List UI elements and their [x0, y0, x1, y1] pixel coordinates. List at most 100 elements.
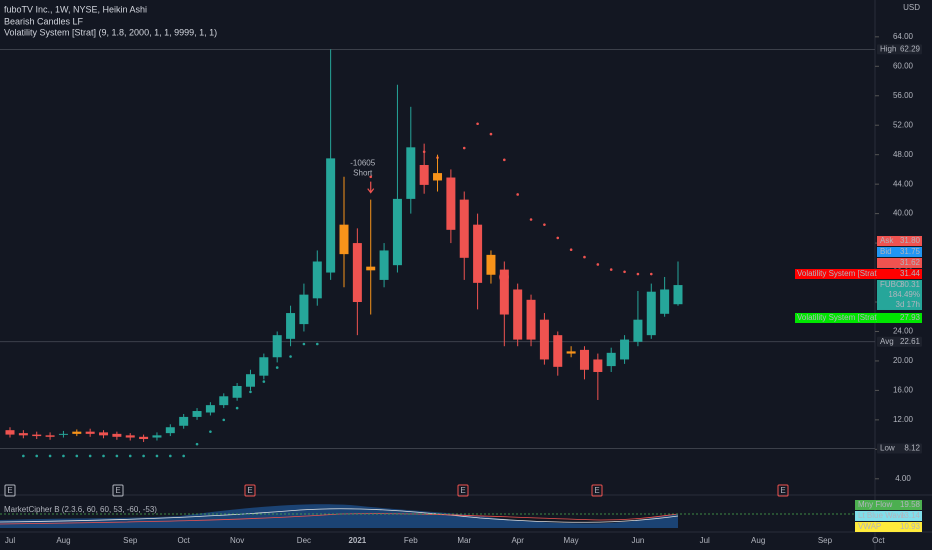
candle-body	[5, 430, 15, 435]
candle-body	[352, 243, 362, 303]
candle-body	[219, 396, 229, 406]
sar-dot	[62, 454, 65, 458]
badge-name: Volatility System [Strat]:SAR Low	[797, 313, 915, 322]
event-marker	[591, 484, 603, 497]
badge-name: Volatility System [Strat]:SAR High	[797, 269, 916, 278]
sar-dot	[516, 193, 519, 196]
x-tick-label: Aug	[751, 536, 765, 545]
osc-badge-name: Lt Blue Wave	[858, 511, 906, 520]
y-tick-label: 4.00	[895, 474, 911, 483]
x-tick-label: Nov	[230, 536, 244, 545]
sar-dot	[476, 122, 479, 126]
candle-body	[406, 147, 416, 199]
candle-body	[379, 250, 389, 280]
candle-body	[579, 349, 589, 370]
osc-badge-value: 10.93	[900, 522, 921, 531]
candle-body	[553, 335, 563, 367]
candle-body	[165, 427, 175, 434]
y-tick-label: 56.00	[893, 91, 914, 100]
sar-dot	[609, 268, 613, 271]
x-tick-label: Oct	[872, 536, 885, 545]
indicator-label: Bearish Candles LF	[4, 16, 84, 26]
oscillator-line	[0, 513, 679, 525]
badge-name-bg	[795, 268, 877, 279]
chart-title: fuboTV Inc., 1W, NYSE, Heikin Ashi	[4, 4, 147, 14]
candle-body	[299, 294, 309, 325]
candle-body	[58, 433, 68, 435]
x-tick-label: Aug	[56, 536, 70, 545]
candle-body	[72, 431, 82, 434]
sar-dot	[289, 355, 292, 358]
sar-dot	[128, 454, 132, 458]
event-marker	[112, 484, 124, 497]
y-tick-label: 52.00	[893, 120, 914, 129]
event-marker	[4, 484, 16, 497]
sar-dot	[195, 442, 199, 446]
x-tick-label: Jul	[5, 536, 15, 545]
candle-body	[99, 432, 109, 436]
price-badge	[877, 268, 922, 279]
price-badge	[877, 279, 922, 310]
x-tick-label: Apr	[511, 536, 524, 545]
price-badge	[877, 257, 922, 268]
x-tick-label: Mar	[457, 536, 471, 545]
sar-dot	[529, 218, 533, 221]
y-tick-label: 24.00	[893, 327, 914, 336]
osc-badge	[855, 522, 922, 532]
candle-body	[660, 289, 670, 314]
candle-body	[539, 319, 549, 360]
price-badge	[877, 312, 922, 323]
y-tick-label: 48.00	[893, 150, 914, 159]
badge-name: Bid	[880, 247, 892, 256]
sar-dot	[22, 454, 25, 458]
osc-badge	[855, 500, 922, 510]
sar-dot	[142, 454, 145, 458]
osc-badge-value: 13.14	[900, 511, 921, 520]
sar-dot	[636, 272, 640, 276]
candle-body	[633, 319, 643, 342]
candle-body	[566, 351, 576, 354]
sar-dot	[48, 454, 52, 458]
x-tick-label: Dec	[297, 536, 311, 545]
candle-body	[392, 198, 402, 266]
badge-value: 31.62	[900, 258, 921, 267]
event-label: E	[460, 486, 465, 495]
annotation-value: -10605	[350, 159, 375, 168]
candle-body	[312, 261, 322, 299]
candle-body	[673, 285, 683, 305]
level-value: 62.29	[900, 45, 921, 54]
y-tick-label: 20.00	[893, 356, 914, 365]
candle-body	[526, 299, 536, 340]
candle-body	[446, 177, 456, 230]
y-tick-label: 16.00	[893, 386, 914, 395]
x-tick-label: May	[564, 536, 579, 545]
sar-dot	[209, 430, 212, 433]
candle-body	[366, 266, 376, 271]
candle-body	[513, 289, 523, 340]
candle-body	[459, 199, 469, 258]
badge-value: 27.93	[900, 313, 921, 322]
level-value: 22.61	[900, 337, 921, 346]
candle-body	[192, 411, 202, 417]
badge-value: 31.44	[900, 269, 921, 278]
sar-dot	[222, 418, 226, 422]
sar-dot	[569, 248, 573, 252]
sar-dot	[235, 406, 239, 410]
sar-dot	[102, 454, 105, 458]
x-tick-label: Sep	[818, 536, 833, 545]
candle-body	[32, 434, 42, 437]
event-label: E	[7, 486, 12, 495]
sar-dot	[623, 270, 626, 274]
currency: USD	[903, 3, 920, 12]
badge-name: FUBO	[880, 280, 902, 289]
oscillator-title: MarketCipher B (2.3.6, 60, 60, 53, -60, …	[4, 505, 157, 514]
sar-dot	[169, 454, 172, 458]
sar-dot	[583, 255, 586, 259]
candle-body	[205, 405, 215, 413]
x-tick-label: Jul	[700, 536, 710, 545]
level-name: Avg	[880, 337, 894, 346]
sar-dot	[302, 342, 306, 346]
y-tick-label: 60.00	[893, 61, 914, 70]
sar-dot	[115, 454, 119, 458]
sar-dot	[275, 366, 279, 369]
